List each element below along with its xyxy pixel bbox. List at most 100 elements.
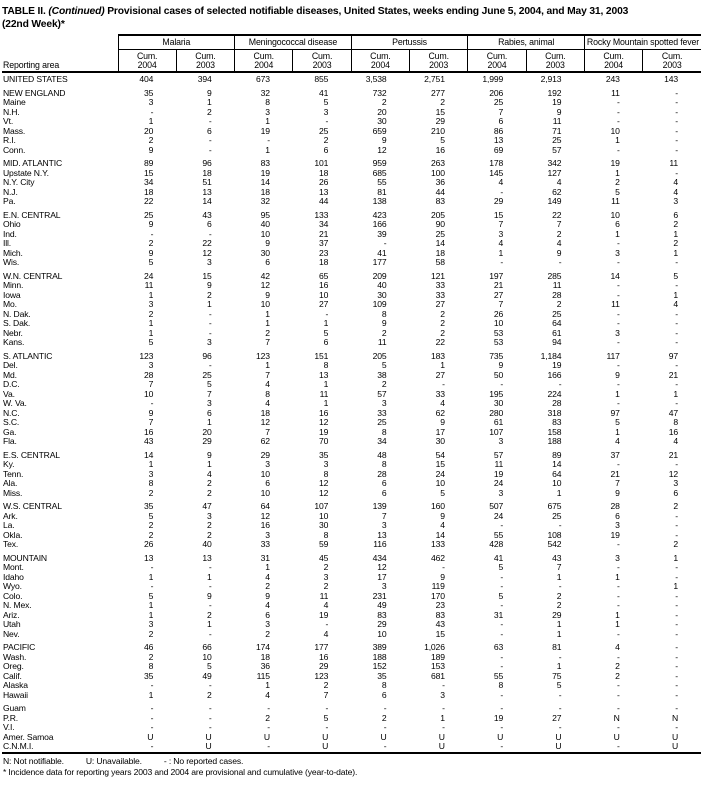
value-cell: - [325, 116, 329, 127]
value-cell: 6 [323, 337, 329, 348]
value-cell: U [380, 731, 387, 742]
value-cell: - [675, 529, 679, 540]
table-row: Mass. 20 6 19 25 659 210 86 71 10 - [2, 125, 701, 137]
value-cell: 11 [552, 280, 562, 291]
reporting-area-cell: C.N.M.I. [3, 741, 34, 752]
value-cell: 107 [314, 501, 329, 512]
table-row: Amer. Samoa U U U U U U U U U U [2, 731, 701, 743]
value-cell: - [617, 318, 620, 329]
value-cell: 47 [202, 501, 212, 512]
value-cell: 26 [318, 177, 329, 188]
value-cell: 1,184 [540, 350, 562, 361]
value-cell: 3 [381, 398, 387, 409]
value-cell: 3 [498, 487, 504, 498]
table-row: PACIFIC 46 66 174 177 389 1,026 63 81 4 - [2, 643, 701, 653]
value-cell: 3 [440, 689, 445, 700]
value-cell: 16 [318, 407, 329, 418]
value-cell: - [208, 360, 212, 371]
value-cell: 12 [377, 562, 387, 573]
value-cell: - [617, 280, 620, 291]
value-cell: 18 [260, 407, 270, 418]
title-text: Provisional cases of selected notifiable… [107, 6, 629, 17]
column-header: Cum. 2003 [642, 49, 701, 74]
reporting-area-cell: Fla. [3, 436, 17, 447]
value-cell: - [617, 106, 620, 117]
value-cell: 1 [148, 116, 154, 127]
value-cell: 1 [498, 247, 504, 258]
value-cell: 5 [148, 590, 154, 601]
value-cell: 123 [139, 350, 154, 361]
title-continued: (Continued) [48, 6, 105, 17]
value-cell: 12 [668, 468, 679, 479]
value-cell: 64 [260, 501, 270, 512]
value-cell: 158 [547, 426, 562, 437]
reporting-area-cell: Idaho [3, 571, 24, 582]
value-cell: 3 [381, 520, 387, 531]
value-cell: 9 [615, 369, 620, 380]
value-cell: 1 [615, 609, 620, 620]
value-cell: 2 [148, 308, 154, 319]
reporting-area-cell: Wis. [3, 257, 20, 268]
value-cell: 394 [197, 74, 212, 85]
value-cell: 2 [323, 562, 329, 573]
value-cell: 21 [493, 280, 504, 291]
value-cell: - [617, 360, 620, 371]
value-cell: 183 [430, 350, 445, 361]
table-row: Wis. 5 3 6 18 177 58 - - - - [2, 258, 701, 268]
value-cell: 13 [202, 552, 212, 563]
value-cell: 7 [556, 562, 562, 573]
value-cell: 27 [435, 369, 445, 380]
column-header: Cum. 2003 [525, 49, 585, 74]
value-cell: - [500, 703, 504, 714]
value-cell: 57 [493, 449, 504, 460]
value-cell: 2 [615, 670, 620, 681]
column-header: Cum. 2004 [234, 49, 293, 74]
value-cell: U [671, 731, 679, 742]
value-cell: 2 [206, 529, 212, 540]
value-cell: U [438, 731, 445, 742]
value-cell: - [617, 590, 620, 601]
value-cell: 29 [435, 116, 445, 127]
column-header: Cum. 2004 [350, 49, 410, 74]
value-cell: 1 [265, 562, 270, 573]
value-cell: 107 [489, 426, 504, 437]
value-cell: 10 [610, 209, 620, 220]
value-cell: - [208, 712, 212, 723]
reporting-area-cell: Ky. [3, 459, 15, 470]
value-cell: 16 [260, 520, 270, 531]
reporting-area-cell: Mo. [3, 299, 17, 310]
value-cell: 22 [144, 196, 154, 207]
value-cell: - [675, 125, 679, 136]
value-cell: - [150, 712, 154, 723]
value-cell: 12 [260, 280, 270, 291]
column-header: Cum. 2003 [292, 49, 352, 74]
value-cell: 8 [381, 308, 387, 319]
value-cell: 1 [206, 619, 212, 630]
value-cell: 11 [377, 337, 387, 348]
value-cell: 12 [260, 417, 270, 428]
value-cell: 55 [493, 529, 504, 540]
value-cell: 35 [144, 87, 154, 98]
reporting-area-cell: Minn. [3, 280, 24, 291]
value-cell: 21 [668, 449, 679, 460]
value-cell: 1 [323, 318, 329, 329]
value-cell: 1 [556, 487, 562, 498]
value-cell: - [150, 741, 154, 752]
table-row: Iowa 1 2 9 10 30 33 27 28 - 1 [2, 290, 701, 301]
reporting-area-cell: Nebr. [3, 327, 23, 338]
value-cell: 36 [435, 177, 445, 188]
table-row: W.N. CENTRAL 24 15 42 65 209 121 197 285 14 5 [2, 271, 701, 282]
value-cell: 3 [323, 106, 329, 117]
value-cell: 5 [148, 337, 154, 348]
value-cell: 3 [323, 459, 329, 470]
value-cell: 1,999 [482, 74, 504, 85]
value-cell: 18 [435, 247, 445, 258]
value-cell: 210 [430, 125, 445, 136]
value-cell: 16 [318, 280, 329, 291]
value-cell: - [208, 116, 212, 127]
value-cell: 25 [435, 228, 445, 239]
value-cell: 9 [206, 87, 212, 98]
value-cell: - [150, 680, 154, 691]
value-cell: 19 [610, 158, 620, 169]
value-cell: 1 [440, 712, 445, 723]
